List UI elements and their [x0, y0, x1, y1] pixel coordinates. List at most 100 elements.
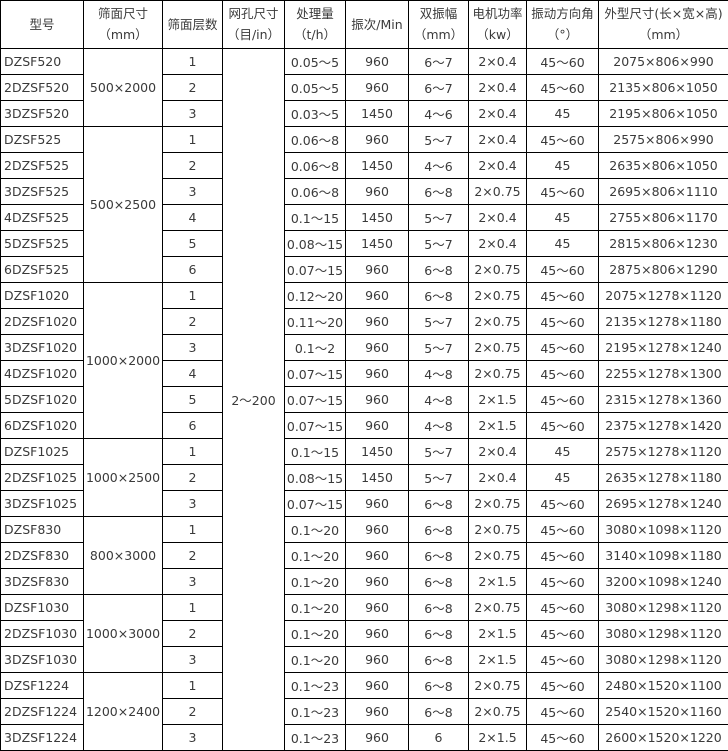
capacity-cell: 0.1～23 — [285, 725, 346, 751]
motor-power-cell: 2×0.75 — [469, 309, 527, 335]
motor-power-cell: 2×0.75 — [469, 179, 527, 205]
motor-power-cell: 2×0.4 — [469, 153, 527, 179]
amplitude-cell: 6～8 — [409, 257, 469, 283]
layers-cell: 3 — [163, 335, 223, 361]
motor-power-cell: 2×1.5 — [469, 387, 527, 413]
dimensions-cell: 3080×1298×1120 — [599, 647, 728, 673]
layers-cell: 1 — [163, 127, 223, 153]
frequency-cell: 960 — [346, 621, 409, 647]
dimensions-cell: 2255×1278×1300 — [599, 361, 728, 387]
screen-size-cell: 1000×3000 — [84, 595, 163, 673]
layers-cell: 1 — [163, 439, 223, 465]
vibration-angle-cell: 45 — [527, 101, 599, 127]
amplitude-cell: 5～7 — [409, 309, 469, 335]
layers-cell: 2 — [163, 465, 223, 491]
dimensions-cell: 2135×1278×1180 — [599, 309, 728, 335]
motor-power-cell: 2×0.4 — [469, 127, 527, 153]
layers-cell: 1 — [163, 517, 223, 543]
amplitude-cell: 6～8 — [409, 595, 469, 621]
layers-cell: 1 — [163, 49, 223, 75]
header-label: （mm） — [84, 24, 162, 45]
motor-power-cell: 2×0.75 — [469, 595, 527, 621]
capacity-cell: 0.08～15 — [285, 231, 346, 257]
capacity-cell: 0.1～20 — [285, 569, 346, 595]
header-label: 振次/Min — [346, 14, 408, 35]
amplitude-cell: 4～8 — [409, 413, 469, 439]
capacity-cell: 0.05～5 — [285, 75, 346, 101]
dimensions-cell: 2755×806×1170 — [599, 205, 728, 231]
dimensions-cell: 2575×1278×1120 — [599, 439, 728, 465]
dimensions-cell: 3080×1098×1120 — [599, 517, 728, 543]
dimensions-cell: 2135×806×1050 — [599, 75, 728, 101]
layers-cell: 2 — [163, 153, 223, 179]
vibration-angle-cell: 45～60 — [527, 517, 599, 543]
vibration-angle-cell: 45 — [527, 439, 599, 465]
motor-power-cell: 2×0.4 — [469, 49, 527, 75]
vibration-angle-cell: 45 — [527, 205, 599, 231]
amplitude-cell: 4～8 — [409, 387, 469, 413]
header-label: 网孔尺寸 — [223, 3, 284, 24]
amplitude-cell: 5～7 — [409, 127, 469, 153]
capacity-cell: 0.07～15 — [285, 491, 346, 517]
motor-power-cell: 2×0.75 — [469, 517, 527, 543]
vibration-angle-cell: 45～60 — [527, 647, 599, 673]
dimensions-cell: 2315×1278×1360 — [599, 387, 728, 413]
amplitude-cell: 6 — [409, 725, 469, 751]
amplitude-cell: 6～8 — [409, 517, 469, 543]
frequency-cell: 1450 — [346, 439, 409, 465]
vibration-angle-cell: 45～60 — [527, 361, 599, 387]
motor-power-cell: 2×0.4 — [469, 75, 527, 101]
model-cell: 5DZSF1020 — [1, 387, 84, 413]
amplitude-cell: 6～8 — [409, 673, 469, 699]
model-cell: 2DZSF830 — [1, 543, 84, 569]
model-cell: DZSF1020 — [1, 283, 84, 309]
vibration-angle-cell: 45～60 — [527, 387, 599, 413]
model-cell: 6DZSF525 — [1, 257, 84, 283]
layers-cell: 5 — [163, 387, 223, 413]
vibration-angle-cell: 45～60 — [527, 543, 599, 569]
layers-cell: 6 — [163, 413, 223, 439]
frequency-cell: 960 — [346, 387, 409, 413]
capacity-cell: 0.07～15 — [285, 361, 346, 387]
dimensions-cell: 2635×806×1050 — [599, 153, 728, 179]
capacity-cell: 0.1～20 — [285, 647, 346, 673]
frequency-cell: 960 — [346, 257, 409, 283]
screen-size-cell: 1000×2000 — [84, 283, 163, 439]
layers-cell: 6 — [163, 257, 223, 283]
frequency-cell: 960 — [346, 569, 409, 595]
frequency-cell: 960 — [346, 413, 409, 439]
model-cell: 5DZSF525 — [1, 231, 84, 257]
model-cell: 2DZSF525 — [1, 153, 84, 179]
vibration-angle-cell: 45～60 — [527, 569, 599, 595]
model-cell: 3DZSF1030 — [1, 647, 84, 673]
dimensions-cell: 2480×1520×1100 — [599, 673, 728, 699]
frequency-cell: 1450 — [346, 465, 409, 491]
motor-power-cell: 2×0.75 — [469, 361, 527, 387]
model-cell: DZSF520 — [1, 49, 84, 75]
header-label: 电机功率 — [469, 3, 526, 24]
amplitude-cell: 6～8 — [409, 699, 469, 725]
layers-cell: 3 — [163, 569, 223, 595]
model-cell: 3DZSF1020 — [1, 335, 84, 361]
layers-cell: 2 — [163, 543, 223, 569]
model-cell: DZSF830 — [1, 517, 84, 543]
vibration-angle-cell: 45～60 — [527, 335, 599, 361]
header-dimensions: 外型尺寸(长×宽×高)（mm） — [599, 1, 728, 49]
model-cell: 2DZSF1030 — [1, 621, 84, 647]
capacity-cell: 0.05～5 — [285, 49, 346, 75]
vibration-angle-cell: 45～60 — [527, 673, 599, 699]
layers-cell: 1 — [163, 595, 223, 621]
frequency-cell: 960 — [346, 699, 409, 725]
model-cell: 3DZSF1025 — [1, 491, 84, 517]
motor-power-cell: 2×0.4 — [469, 465, 527, 491]
dimensions-cell: 3080×1298×1120 — [599, 621, 728, 647]
capacity-cell: 0.1～20 — [285, 543, 346, 569]
capacity-cell: 0.12～20 — [285, 283, 346, 309]
layers-cell: 2 — [163, 699, 223, 725]
header-model: 型号 — [1, 1, 84, 49]
capacity-cell: 0.06～8 — [285, 127, 346, 153]
